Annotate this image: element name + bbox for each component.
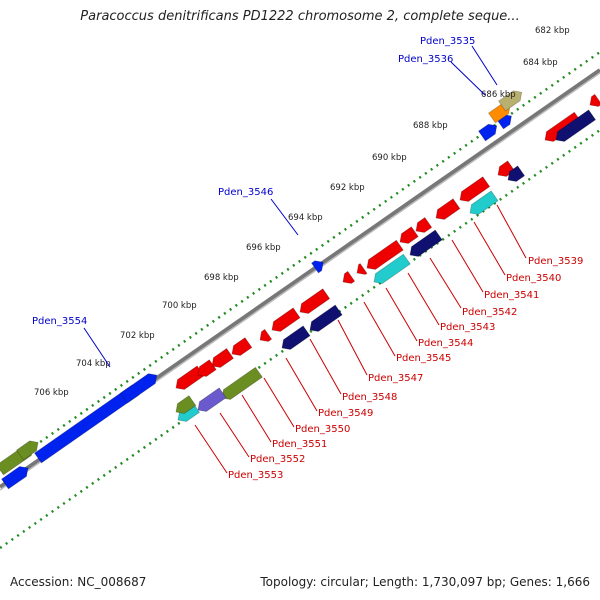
reverse-gene-label[interactable]: Pden_3553 — [228, 470, 283, 481]
accession-text: Accession: NC_008687 — [10, 575, 147, 589]
reverse-gene-label[interactable]: Pden_3552 — [250, 454, 305, 465]
gene-arrow[interactable] — [16, 437, 42, 461]
reverse-label-leader — [496, 204, 527, 259]
gene-arrow[interactable] — [433, 198, 461, 223]
reverse-label-leader — [263, 377, 295, 428]
tick-label: 706 kbp — [34, 388, 69, 398]
reverse-gene-label[interactable]: Pden_3543 — [440, 322, 495, 333]
forward-gene-label[interactable]: Pden_3554 — [32, 316, 87, 327]
reverse-gene-label[interactable]: Pden_3551 — [272, 439, 327, 450]
gene-arrow[interactable] — [297, 288, 331, 317]
gene-arrow[interactable] — [553, 109, 597, 145]
tick-label: 694 kbp — [288, 213, 323, 223]
outer-dotted-ring — [0, 50, 600, 472]
label-layer: Pden_3535 Pden_3536 Pden_3546 Pden_3554 Pden… — [32, 36, 583, 481]
tick-label: 692 kbp — [330, 183, 365, 193]
reverse-gene-label[interactable]: Pden_3550 — [295, 424, 350, 435]
reverse-gene-label[interactable]: Pden_3542 — [462, 307, 517, 318]
reverse-label-leader — [241, 394, 272, 443]
reverse-label-leader — [385, 287, 418, 342]
gene-arrow[interactable] — [195, 387, 227, 415]
gene-arrow[interactable] — [173, 365, 205, 393]
gene-arrow[interactable] — [413, 216, 433, 235]
gene-arrow[interactable] — [478, 121, 501, 142]
gene-arrow[interactable] — [467, 190, 499, 218]
reverse-gene-label[interactable]: Pden_3549 — [318, 408, 373, 419]
gene-arrow[interactable] — [498, 87, 526, 112]
gene-arrow[interactable] — [173, 395, 197, 417]
tick-label: 686 kbp — [481, 90, 516, 100]
gene-arrow[interactable] — [1, 463, 32, 490]
tick-label: 696 kbp — [246, 243, 281, 253]
reverse-gene-label[interactable]: Pden_3547 — [368, 373, 423, 384]
reverse-label-leader — [473, 221, 506, 276]
gene-arrow[interactable] — [269, 307, 301, 335]
reverse-gene-label[interactable]: Pden_3544 — [418, 338, 473, 349]
gene-arrow[interactable] — [195, 359, 217, 380]
forward-gene-label[interactable]: Pden_3535 — [420, 36, 475, 47]
genome-stats-text: Topology: circular; Length: 1,730,097 bp… — [260, 575, 590, 589]
gene-arrow[interactable] — [120, 370, 161, 404]
tick-label: 704 kbp — [76, 359, 111, 369]
tick-label: 684 kbp — [523, 58, 558, 68]
reverse-gene-label[interactable]: Pden_3541 — [484, 290, 539, 301]
gene-arrow[interactable] — [311, 257, 327, 274]
reverse-label-leader — [219, 412, 250, 458]
forward-label-leader — [450, 61, 486, 96]
reverse-gene-label[interactable]: Pden_3540 — [506, 273, 561, 284]
tick-label: 690 kbp — [372, 153, 407, 163]
reverse-label-leader — [285, 357, 318, 412]
reverse-label-leader — [451, 239, 484, 293]
reverse-gene-label[interactable]: Pden_3539 — [528, 256, 583, 267]
gene-arrow[interactable] — [407, 229, 443, 260]
gene-arrow[interactable] — [354, 262, 368, 278]
reverse-gene-label[interactable]: Pden_3548 — [342, 392, 397, 403]
reverse-label-leader — [407, 272, 440, 326]
gene-arrow[interactable] — [279, 325, 311, 353]
forward-gene-label[interactable]: Pden_3546 — [218, 187, 273, 198]
gene-arrow[interactable] — [229, 337, 253, 359]
gene-arrow[interactable] — [371, 253, 411, 287]
reverse-label-leader — [363, 301, 396, 357]
forward-gene-label[interactable]: Pden_3536 — [398, 54, 453, 65]
reverse-label-leader — [429, 257, 462, 309]
tick-label: 682 kbp — [535, 26, 570, 36]
gene-layer — [0, 87, 600, 490]
reverse-label-leader — [194, 424, 228, 474]
tick-label: 688 kbp — [413, 121, 448, 131]
reverse-label-leader — [337, 319, 368, 376]
gene-arrow[interactable] — [209, 347, 235, 370]
tick-label: 700 kbp — [162, 301, 197, 311]
gene-arrow[interactable] — [505, 165, 526, 185]
reverse-gene-label[interactable]: Pden_3545 — [396, 353, 451, 364]
tick-layer: 682 kbp 684 kbp 686 kbp 688 kbp 690 kbp 692 k… — [34, 26, 570, 398]
gene-arrow[interactable] — [364, 239, 404, 273]
reverse-label-leader — [309, 338, 342, 395]
gene-arrow[interactable] — [257, 328, 273, 345]
gene-arrow[interactable] — [587, 93, 600, 110]
gene-arrow[interactable] — [457, 176, 491, 205]
gene-arrow[interactable] — [340, 270, 356, 287]
tick-label: 702 kbp — [120, 331, 155, 341]
map-title: Paracoccus denitrificans PD1222 chromoso… — [80, 9, 520, 24]
gene-arrow[interactable] — [307, 304, 343, 335]
forward-label-leader — [83, 327, 111, 368]
gene-arrow[interactable] — [397, 226, 419, 247]
forward-label-leader — [471, 45, 498, 86]
tick-label: 698 kbp — [204, 273, 239, 283]
forward-label-leader — [270, 198, 299, 236]
